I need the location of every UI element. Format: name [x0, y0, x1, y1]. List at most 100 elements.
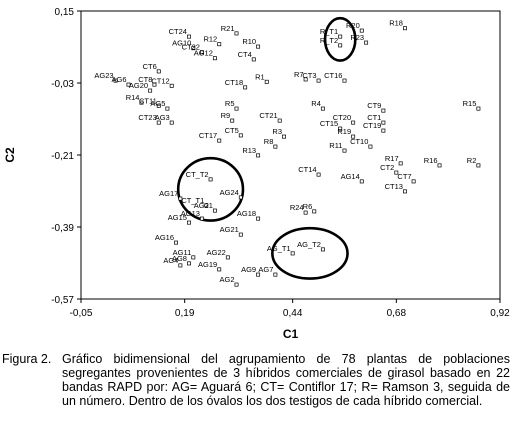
caption-text: Gráfico bidimensional del agrupamiento d…	[62, 352, 510, 408]
point-label: AG_T1	[267, 244, 291, 253]
data-point	[156, 103, 161, 108]
point-label: AG7	[258, 265, 273, 274]
point-label: R1	[255, 72, 265, 81]
point-label: R2	[467, 156, 477, 165]
data-point	[156, 69, 161, 74]
data-point	[243, 85, 248, 90]
point-label: AG3	[155, 113, 170, 122]
point-label: R_T2	[320, 36, 338, 45]
point-label: CT23	[138, 113, 156, 122]
caption-label: Figura 2.	[2, 352, 52, 366]
data-point	[251, 57, 256, 62]
data-point	[411, 179, 416, 184]
data-point	[225, 255, 230, 260]
data-point	[273, 144, 278, 149]
data-point	[169, 120, 174, 125]
point-label: AG4	[163, 256, 178, 265]
data-point	[351, 134, 356, 139]
data-point	[126, 82, 131, 87]
point-label: AG12	[194, 49, 213, 58]
data-point	[403, 189, 407, 194]
point-label: AG21	[194, 201, 213, 210]
data-point	[217, 138, 222, 143]
data-point	[256, 272, 261, 277]
point-label: CT20	[333, 113, 351, 122]
point-label: CT21	[259, 111, 277, 120]
data-point	[165, 106, 170, 111]
point-label: CT2	[380, 163, 394, 172]
x-tick-label: 0,68	[387, 308, 407, 319]
y-tick-label: -0,03	[51, 79, 74, 90]
data-point	[191, 46, 196, 51]
data-point	[204, 203, 209, 208]
plot-axes	[77, 10, 501, 303]
point-label: AG21	[220, 225, 239, 234]
x-tick-label: 0,19	[175, 308, 195, 319]
data-point	[169, 83, 174, 88]
data-point	[316, 172, 321, 177]
data-point	[152, 82, 157, 87]
data-point	[437, 163, 442, 168]
point-label: R9	[221, 111, 231, 120]
point-label: CT5	[225, 126, 239, 135]
point-label: AG13	[181, 209, 200, 218]
data-point	[234, 31, 239, 36]
data-point	[282, 134, 286, 139]
tick-labels: -0,05 0,19 0,44 0,68 0,92 0,15 -0,03 -0,21 -0,39…	[51, 7, 510, 319]
point-label: CT11	[139, 96, 157, 105]
point-label: AG11	[173, 248, 192, 257]
data-point	[351, 120, 356, 125]
data-point	[238, 232, 243, 237]
data-point	[156, 120, 161, 125]
witness-ellipse	[176, 156, 245, 222]
data-point	[476, 106, 481, 111]
data-point	[320, 247, 325, 252]
x-tick-label: 0,92	[490, 308, 510, 319]
point-label: AG15	[168, 213, 187, 222]
y-tick-label: -0,21	[51, 151, 74, 162]
data-point	[338, 126, 343, 131]
point-label: CT3	[302, 71, 316, 80]
point-label: CT7	[397, 172, 411, 181]
point-label: AG17	[159, 189, 178, 198]
data-point	[476, 163, 481, 168]
data-point	[403, 26, 407, 31]
data-point	[290, 251, 295, 256]
data-point	[148, 88, 153, 93]
point-label: CT8	[138, 75, 152, 84]
data-point	[212, 208, 217, 213]
y-tick-label: 0,15	[55, 7, 75, 18]
point-label: R_T1	[320, 27, 338, 36]
point-label: AG16	[155, 233, 174, 242]
data-point	[381, 108, 386, 113]
data-point	[256, 44, 261, 49]
point-label: CT_T2	[186, 170, 209, 179]
data-point	[398, 161, 403, 166]
data-point	[199, 50, 204, 55]
data-point	[316, 78, 321, 83]
point-label: AG19	[198, 260, 217, 269]
data-point	[187, 34, 191, 39]
point-label: AG10	[172, 39, 191, 48]
point-label: R23	[350, 33, 364, 42]
data-point	[208, 177, 213, 182]
data-point	[234, 282, 239, 287]
point-label: AG24	[220, 188, 239, 197]
y-axis-label: C2	[3, 147, 17, 163]
point-label: R13	[242, 146, 256, 155]
data-point	[113, 78, 118, 83]
data-point	[199, 216, 204, 221]
data-point	[139, 100, 144, 105]
point-label: CT22	[182, 43, 200, 52]
point-label: R15	[463, 99, 477, 108]
point-label: AG14	[341, 172, 360, 181]
point-label: R3	[272, 127, 282, 136]
point-label: R16	[424, 156, 438, 165]
data-point	[217, 42, 222, 47]
data-point	[342, 78, 347, 83]
point-label: CT12	[151, 76, 169, 85]
data-point	[338, 43, 343, 48]
x-tick-label: -0,05	[70, 308, 93, 319]
